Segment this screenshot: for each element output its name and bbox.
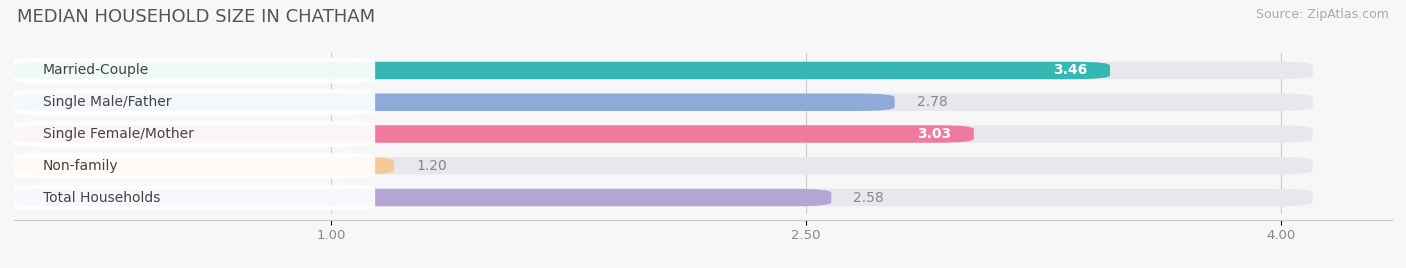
Text: 2.78: 2.78 (917, 95, 948, 109)
FancyBboxPatch shape (14, 189, 1313, 206)
FancyBboxPatch shape (14, 157, 1313, 174)
Text: Total Households: Total Households (42, 191, 160, 204)
FancyBboxPatch shape (14, 125, 974, 143)
FancyBboxPatch shape (11, 185, 375, 210)
Text: 1.20: 1.20 (416, 159, 447, 173)
FancyBboxPatch shape (14, 94, 1313, 111)
Text: Source: ZipAtlas.com: Source: ZipAtlas.com (1256, 8, 1389, 21)
FancyBboxPatch shape (11, 89, 375, 115)
FancyBboxPatch shape (14, 125, 1313, 143)
Text: 3.46: 3.46 (1053, 64, 1088, 77)
Text: 3.03: 3.03 (918, 127, 952, 141)
FancyBboxPatch shape (14, 94, 894, 111)
Text: 2.58: 2.58 (853, 191, 884, 204)
Text: Married-Couple: Married-Couple (42, 64, 149, 77)
FancyBboxPatch shape (11, 121, 375, 147)
FancyBboxPatch shape (14, 62, 1109, 79)
Text: Single Male/Father: Single Male/Father (42, 95, 172, 109)
Text: MEDIAN HOUSEHOLD SIZE IN CHATHAM: MEDIAN HOUSEHOLD SIZE IN CHATHAM (17, 8, 375, 26)
Text: Single Female/Mother: Single Female/Mother (42, 127, 194, 141)
Text: Non-family: Non-family (42, 159, 118, 173)
FancyBboxPatch shape (14, 189, 831, 206)
FancyBboxPatch shape (14, 62, 1313, 79)
FancyBboxPatch shape (11, 153, 375, 179)
FancyBboxPatch shape (14, 157, 394, 174)
FancyBboxPatch shape (11, 58, 375, 83)
